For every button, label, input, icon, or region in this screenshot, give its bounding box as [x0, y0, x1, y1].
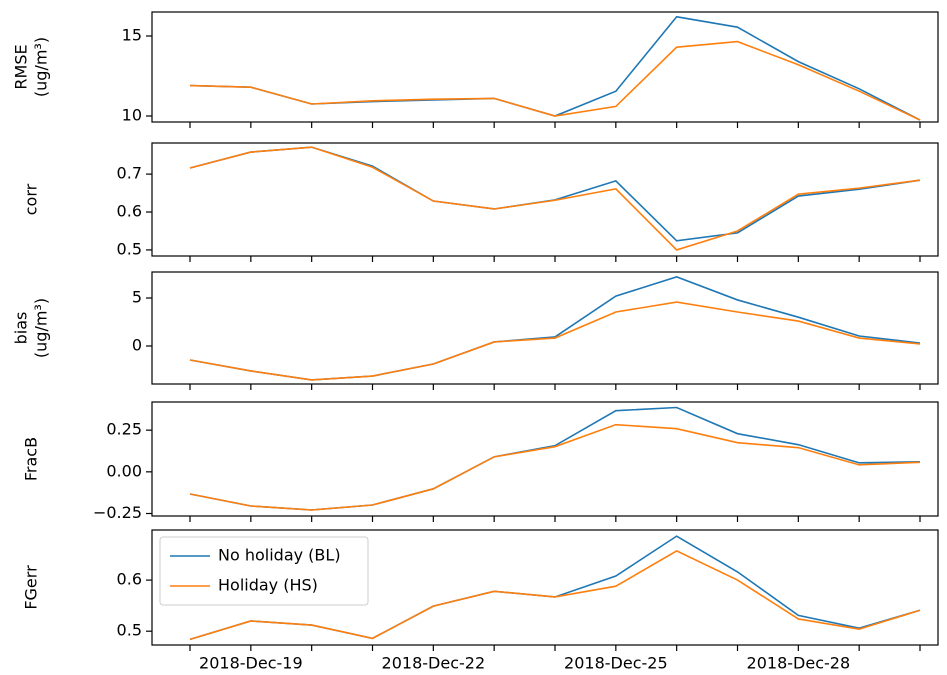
legend-box [159, 536, 369, 606]
line [189, 146, 921, 242]
line [189, 301, 921, 381]
x-tick-label: 2018-Dec-28 [747, 654, 851, 673]
y-tick-label: 0.7 [117, 164, 142, 183]
line [189, 40, 921, 121]
line [189, 423, 921, 511]
y-tick-label: 0.25 [106, 420, 142, 439]
y-axis-label: FracB [22, 437, 41, 481]
y-tick-label: 5 [132, 288, 142, 307]
axes-frame [151, 401, 939, 517]
y-axis-label: bias [12, 312, 31, 345]
line [189, 146, 921, 251]
y-axis-label: corr [22, 183, 41, 215]
y-tick-label: 0.6 [117, 202, 142, 221]
y-tick-label: 0 [132, 335, 142, 354]
y-tick-label: 0.5 [117, 239, 142, 258]
line [189, 15, 921, 121]
axes-frame [151, 529, 939, 646]
y-tick-label: 0.00 [106, 461, 142, 480]
x-tick-label: 2018-Dec-25 [564, 654, 668, 673]
axes-frame [151, 142, 939, 257]
y-tick-label: −0.25 [93, 503, 142, 522]
y-axis-label: (ug/m³) [32, 37, 51, 97]
axes-frame [151, 11, 939, 123]
legend-label: No holiday (BL) [218, 546, 341, 565]
y-tick-label: 15 [122, 26, 142, 45]
y-tick-label: 10 [122, 106, 142, 125]
legend-label: Holiday (HS) [218, 576, 318, 595]
y-tick-label: 0.6 [117, 570, 142, 589]
line [189, 276, 921, 381]
line [189, 550, 921, 641]
x-tick-label: 2018-Dec-22 [382, 654, 486, 673]
y-axis-label: (ug/m³) [32, 298, 51, 358]
y-axis-label: RMSE [12, 44, 31, 89]
line [189, 406, 921, 511]
y-tick-label: 0.5 [117, 621, 142, 640]
axes-frame [151, 271, 939, 385]
y-axis-label: FGerr [22, 565, 41, 610]
x-tick-label: 2018-Dec-19 [199, 654, 303, 673]
